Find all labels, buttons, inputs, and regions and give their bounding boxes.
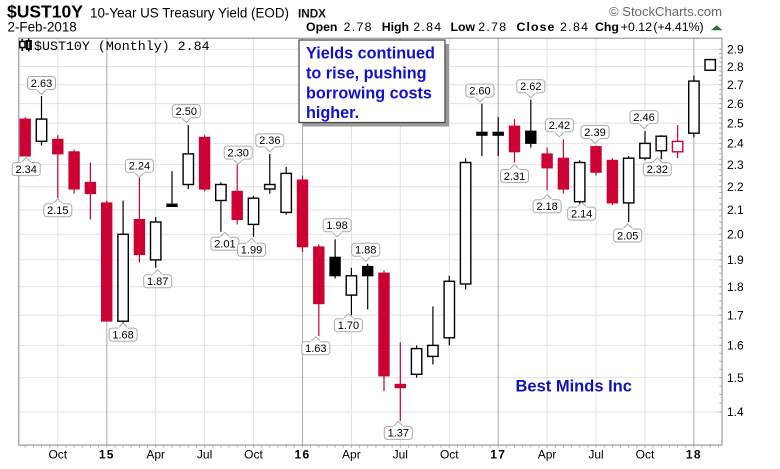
svg-text:2.8: 2.8	[727, 60, 744, 74]
svg-text:16: 16	[295, 448, 311, 462]
svg-text:18: 18	[686, 448, 702, 462]
svg-text:17: 17	[490, 448, 506, 462]
svg-text:1.7: 1.7	[727, 308, 744, 322]
svg-text:2.32: 2.32	[647, 164, 668, 176]
svg-text:Oct: Oct	[440, 448, 459, 462]
svg-text:1.9: 1.9	[727, 253, 744, 267]
svg-text:Apr: Apr	[146, 448, 165, 462]
svg-text:Oct: Oct	[48, 448, 67, 462]
svg-text:Oct: Oct	[636, 448, 655, 462]
svg-text:Jul: Jul	[393, 448, 408, 462]
svg-text:2.01: 2.01	[214, 239, 235, 251]
svg-text:1.70: 1.70	[338, 320, 359, 332]
svg-text:2.46: 2.46	[633, 112, 654, 124]
svg-text:higher.: higher.	[306, 104, 359, 122]
svg-text:2.0: 2.0	[727, 228, 744, 242]
svg-text:2.50: 2.50	[176, 106, 197, 118]
svg-text:1.87: 1.87	[147, 276, 168, 288]
svg-text:2.1: 2.1	[727, 203, 744, 217]
svg-text:Yields continued: Yields continued	[306, 45, 435, 63]
svg-text:Apr: Apr	[538, 448, 557, 462]
svg-text:2.7: 2.7	[727, 78, 744, 92]
svg-text:2.5: 2.5	[727, 116, 744, 130]
svg-text:1.5: 1.5	[727, 371, 744, 385]
svg-text:1.8: 1.8	[727, 280, 744, 294]
svg-text:2.15: 2.15	[47, 205, 68, 217]
svg-text:1.63: 1.63	[305, 343, 326, 355]
svg-text:2.30: 2.30	[227, 147, 248, 159]
svg-text:Apr: Apr	[342, 448, 361, 462]
svg-text:2.3: 2.3	[727, 158, 744, 172]
svg-text:2.62: 2.62	[520, 81, 541, 93]
svg-text:Best Minds Inc: Best Minds Inc	[516, 378, 632, 396]
svg-text:2.31: 2.31	[504, 171, 525, 183]
svg-text:2.39: 2.39	[584, 127, 605, 139]
svg-text:2.05: 2.05	[617, 230, 638, 242]
svg-text:2.63: 2.63	[31, 78, 52, 90]
svg-text:1.4: 1.4	[727, 405, 744, 419]
svg-text:2.4: 2.4	[727, 137, 744, 151]
svg-text:1.99: 1.99	[241, 245, 262, 257]
svg-text:borrowing costs: borrowing costs	[306, 84, 432, 102]
svg-text:2.36: 2.36	[259, 135, 280, 147]
svg-text:1.37: 1.37	[388, 428, 409, 440]
svg-text:$UST10Y: $UST10Y	[7, 2, 83, 22]
svg-text:Jul: Jul	[197, 448, 212, 462]
svg-text:2.42: 2.42	[549, 120, 570, 132]
svg-text:2.34: 2.34	[15, 164, 36, 176]
svg-text:Jul: Jul	[588, 448, 603, 462]
svg-text:2.14: 2.14	[571, 208, 592, 220]
svg-text:1.98: 1.98	[326, 220, 347, 232]
svg-text:1.88: 1.88	[355, 245, 376, 257]
svg-text:1.68: 1.68	[112, 329, 133, 341]
svg-text:2.2: 2.2	[727, 180, 744, 194]
svg-text:1.6: 1.6	[727, 339, 744, 353]
svg-text:10-Year US Treasury Yield (EOD: 10-Year US Treasury Yield (EOD)	[90, 6, 289, 21]
svg-text:INDX: INDX	[298, 8, 326, 21]
svg-text:2.9: 2.9	[727, 42, 744, 56]
svg-text:Oct: Oct	[244, 448, 263, 462]
svg-text:© StockCharts.com: © StockCharts.com	[609, 4, 722, 19]
svg-text:$UST10Y (Monthly) 2.84: $UST10Y (Monthly) 2.84	[34, 39, 210, 54]
svg-text:15: 15	[99, 448, 115, 462]
svg-text:2.18: 2.18	[536, 201, 557, 213]
svg-text:2.6: 2.6	[727, 97, 744, 111]
svg-text:to rise, pushing: to rise, pushing	[306, 64, 427, 82]
svg-text:2-Feb-2018: 2-Feb-2018	[8, 20, 77, 35]
svg-text:2.60: 2.60	[469, 85, 490, 97]
svg-text:2.24: 2.24	[129, 161, 150, 173]
